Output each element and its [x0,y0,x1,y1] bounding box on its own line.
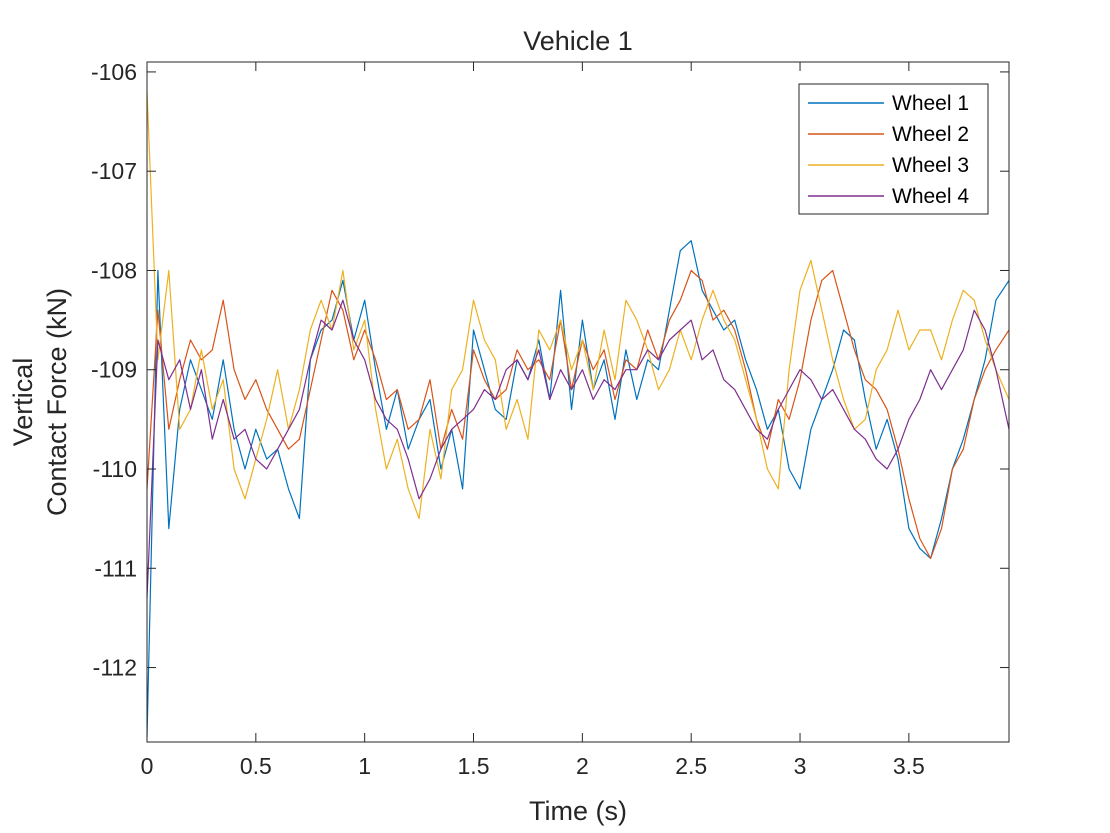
y-tick-label: -111 [94,555,137,581]
x-tick-label: 0.5 [240,753,272,779]
x-tick-label: 1.5 [458,753,490,779]
legend-label: Wheel 2 [892,123,969,146]
y-tick-label: -108 [91,257,137,283]
series-line-wheel-3 [146,91,1010,520]
x-axis: 0 0.5 1 1.5 2 2.5 3 3.5 [141,62,925,779]
legend-label: Wheel 4 [892,185,969,208]
y-axis-label-line-2: Contact Force (kN) [42,288,72,516]
x-tick-label: 2 [576,753,589,779]
y-tick-label: -110 [93,456,137,482]
x-tick-label: 2.5 [675,753,707,779]
x-tick-label: 1 [358,753,371,779]
legend: Wheel 1 Wheel 2 Wheel 3 Wheel 4 [798,83,989,215]
y-tick-label: -106 [91,59,137,85]
x-tick-label: 3.5 [893,753,925,779]
legend-box [798,83,989,215]
axes-box [146,61,1010,743]
legend-label: Wheel 1 [892,92,969,115]
chart-title: Vehicle 1 [523,26,633,56]
legend-label: Wheel 3 [892,154,969,177]
y-tick-label: -112 [93,655,137,681]
x-tick-label: 0 [141,753,154,779]
x-axis-label: Time (s) [529,796,627,826]
y-tick-label: -109 [91,357,137,383]
x-tick-label: 3 [794,753,807,779]
y-axis: -106 -107 -108 -109 -110 -111 -112 [91,59,1009,681]
y-axis-label: Vertical Contact Force (kN) [8,288,72,516]
y-tick-label: -107 [91,158,137,184]
series-line-wheel-4 [146,299,1010,599]
series-line-wheel-2 [146,269,1010,560]
series-layer [146,91,1010,738]
y-axis-label-line-1: Vertical [8,358,38,447]
